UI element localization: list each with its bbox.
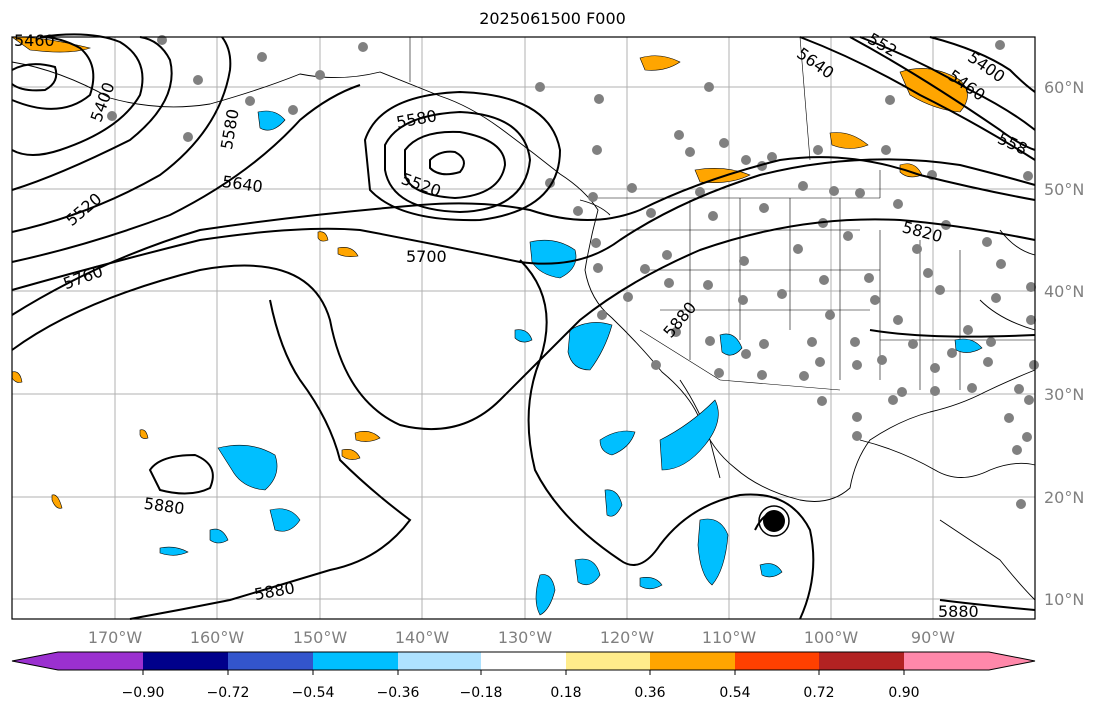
colorbar-seg-5 [481,652,566,670]
colorbar-tick-label: −0.90 [122,685,165,701]
map-frame [11,36,1036,620]
latitude-labels: 60°N 50°N 40°N 30°N 20°N 10°N [1044,78,1084,609]
lon-label: 120°W [600,628,655,647]
lat-lon-grid [12,37,1035,619]
height-contours [11,33,1036,620]
colorbar-seg-10 [904,652,1035,670]
colorbar-tick-label: −0.36 [377,685,420,701]
lat-label: 30°N [1044,385,1084,404]
colorbar-tick-label: −0.72 [207,685,250,701]
contour-label: 5820 [900,217,944,246]
low-pressure-marker [758,505,790,537]
colorbar-seg-4 [398,652,481,670]
colorbar: −0.90 −0.72 −0.54 −0.36 −0.18 0.18 0.36 … [11,651,1036,701]
contour-label: 5460 [14,31,55,50]
colorbar-tick-label: 0.72 [803,685,834,701]
political-borders [409,36,1035,391]
colorbar-outline [11,651,1036,671]
vertical-velocity-shading [11,36,983,616]
lon-label: 150°W [293,628,348,647]
station-dots [107,35,1039,509]
colorbar-seg-0 [12,652,143,670]
lat-label: 60°N [1044,78,1084,97]
colorbar-tick-label: 0.36 [634,685,665,701]
colorbar-seg-6 [566,652,650,670]
colorbar-seg-8 [735,652,819,670]
colorbar-tick-label: 0.18 [550,685,581,701]
colorbar-tick-label: 0.90 [888,685,919,701]
contour-label: 5520 [62,189,105,230]
lon-label: 110°W [702,628,757,647]
contour-label: 5640 [221,172,264,196]
lon-label: 130°W [498,628,553,647]
contour-label: 5760 [61,261,106,293]
lat-label: 50°N [1044,180,1084,199]
colorbar-tick-label: 0.54 [719,685,750,701]
colorbar-seg-2 [228,652,313,670]
colorbar-seg-1 [143,652,228,670]
lon-label: 140°W [395,628,450,647]
contour-label: 5580 [217,108,243,151]
colorbar-tick-label: −0.18 [460,685,503,701]
colorbar-seg-3 [313,652,398,670]
contour-labels: 5460 5400 5580 5580 5520 5520 5640 5760 … [14,29,1030,621]
lon-label: 170°W [88,628,143,647]
contour-label: 5880 [938,602,979,621]
longitude-labels: 170°W 160°W 150°W 140°W 130°W 120°W 110°… [88,628,955,647]
lat-label: 20°N [1044,488,1084,507]
lon-label: 90°W [911,628,955,647]
contour-label: 5520 [399,169,444,201]
lat-label: 40°N [1044,282,1084,301]
colorbar-seg-7 [650,652,735,670]
map-title: 2025061500 F000 [479,9,626,28]
contour-label: 5880 [253,578,296,604]
contour-label: 5700 [406,247,447,266]
colorbar-tick-label: −0.54 [292,685,335,701]
lon-label: 160°W [190,628,245,647]
lon-label: 100°W [804,628,859,647]
contour-label: 5580 [395,106,438,132]
colorbar-seg-9 [819,652,904,670]
coastlines [11,61,1036,601]
lat-label: 10°N [1044,590,1084,609]
